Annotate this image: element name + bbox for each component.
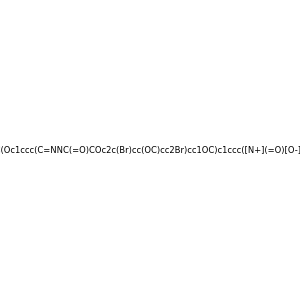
Text: O=C(Oc1ccc(C=NNC(=O)COc2c(Br)cc(OC)cc2Br)cc1OC)c1ccc([N+](=O)[O-])cc1: O=C(Oc1ccc(C=NNC(=O)COc2c(Br)cc(OC)cc2Br… (0, 146, 300, 154)
